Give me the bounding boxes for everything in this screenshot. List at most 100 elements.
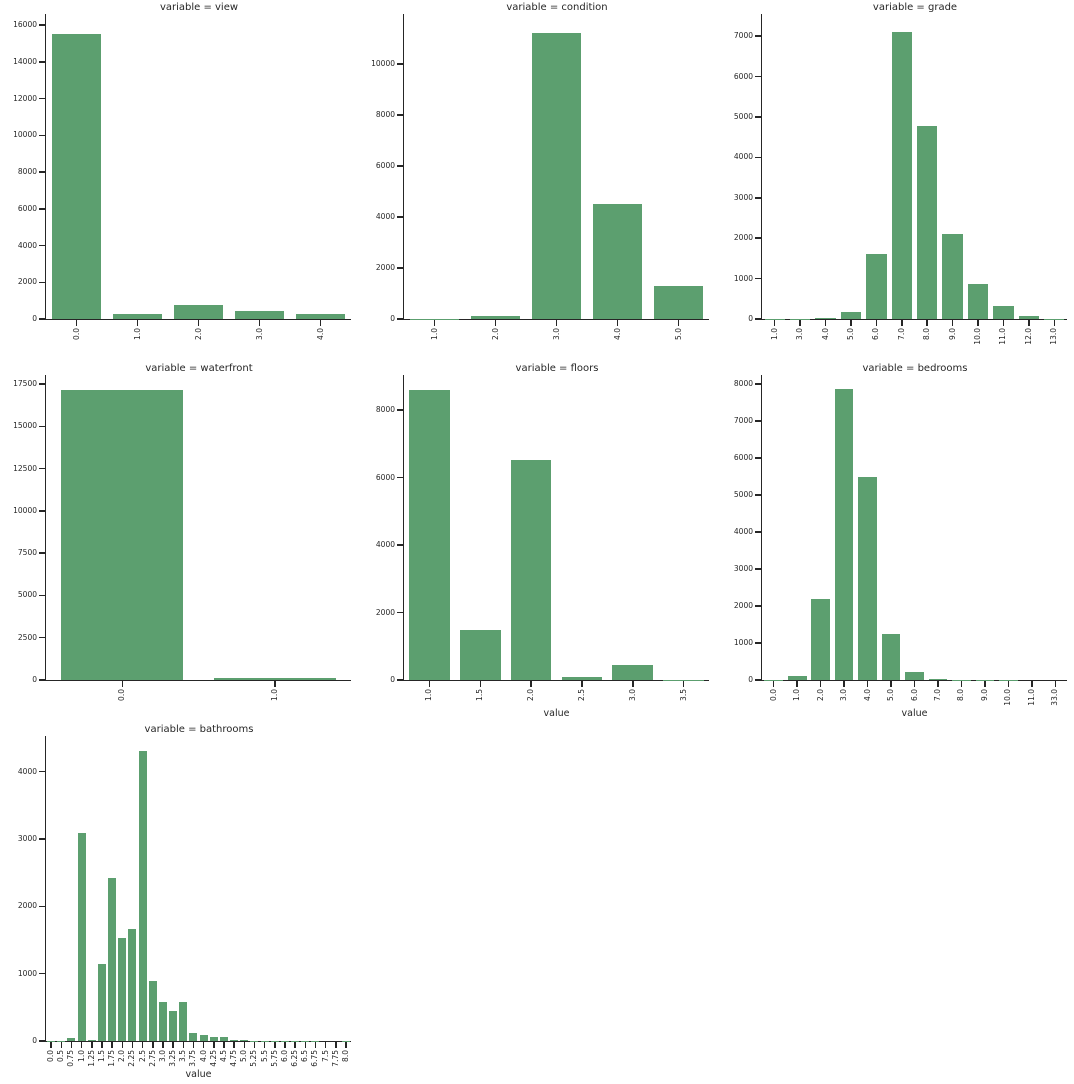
x-tick-label: 1.5 [96,1050,106,1062]
facet-grade: variable = grade 0 1000 2000 3000 4000 5000 600… [716,0,1074,361]
y-tick-mark [38,636,45,639]
y-tick-label: 0 [748,314,753,323]
x-tick-label: 3.5 [678,689,688,701]
bar-view-3.0 [235,311,284,319]
x-tick-mark [91,1041,93,1048]
y-tick-mark [754,679,761,681]
x-tick-mark [901,319,903,326]
bar-grade-12.0 [1018,316,1040,319]
x-tick-label: 11.0 [1026,689,1036,706]
x-tick-mark [213,1041,215,1048]
x-tick-mark [960,680,963,687]
x-tick-label: 4.75 [229,1050,239,1067]
x-tick-mark [1028,319,1030,326]
y-tick-label: 5000 [733,490,753,500]
y-tick-mark [754,531,761,533]
plot-area-waterfront: 0 2500 5000 7500 10000 12500 15000 17500 0.0 1.0 [13,375,351,701]
y-tick-mark [38,972,45,975]
bar-bathrooms-4.0 [199,1034,208,1041]
x-tick-label: 2.0 [526,689,536,701]
y-tick-label: 10000 [13,505,37,515]
x-tick-mark [192,1041,195,1048]
facet-title: variable = bedrooms [862,363,968,374]
y-tick-label: 0 [390,675,395,684]
facet-floors: variable = floors 0 2000 4000 6000 8000 1.0 1.5… [358,361,716,722]
x-tick-label: 3.5 [178,1050,188,1062]
bar-condition-3.0 [532,33,581,319]
bar-bathrooms-5.0 [240,1040,249,1041]
y-tick-label: 6000 [733,453,753,463]
bar-floors-2.5 [561,676,603,680]
bar-grade-10.0 [967,283,989,319]
y-tick-mark [38,97,45,100]
y-tick-mark [754,156,761,159]
bar-floors-3.0 [612,664,654,680]
y-tick-label: 4000 [17,240,37,250]
x-tick-mark [677,319,680,326]
x-tick-mark [555,319,558,326]
y-tick-label: 4000 [733,527,753,537]
bar-floors-1.5 [459,630,501,680]
x-tick-label: 6.25 [290,1050,300,1067]
x-tick-mark [111,1041,113,1048]
y-tick-label: 2000 [375,262,395,272]
x-tick-label: 4.0 [198,1050,208,1062]
x-tick-mark [60,1041,62,1048]
x-axis-label: value [901,708,928,719]
x-tick-label: 5.25 [249,1050,259,1067]
y-tick-mark [396,114,403,116]
x-tick-mark [223,1041,225,1048]
x-tick-label: 1.0 [769,328,779,340]
y-tick-mark [396,544,403,546]
x-tick-mark [632,680,634,687]
bar-bedrooms-4.0 [858,477,877,680]
y-tick-mark [754,197,761,199]
y-tick-mark [396,165,403,167]
y-tick-label: 12500 [13,463,37,473]
x-tick-label: 4.0 [612,328,622,340]
y-tick-label: 4000 [733,152,753,162]
x-tick-label: 1.0 [132,328,142,340]
x-tick-mark [682,680,685,687]
x-tick-label: 4.0 [820,328,830,340]
y-tick-mark [38,510,45,512]
x-tick-mark [799,319,801,326]
plot-area-floors: 0 2000 4000 6000 8000 1.0 1.5 2.0 2.5 3.0 3.5 value [376,375,709,719]
y-tick-mark [754,420,761,422]
x-tick-label: 8.0 [922,328,932,340]
x-tick-mark [233,1041,235,1048]
x-tick-mark [494,319,497,326]
y-tick-mark [396,267,403,269]
y-tick-mark [38,1040,45,1042]
bar-view-1.0 [113,314,162,319]
y-tick-label: 2000 [17,901,37,911]
x-tick-mark [274,680,276,687]
bar-grade-11.0 [993,306,1014,319]
y-tick-label: 16000 [13,20,37,30]
x-tick-label: 2.0 [117,1050,127,1062]
x-tick-label: 3.25 [168,1050,178,1067]
y-tick-label: 1000 [17,968,37,978]
x-tick-mark [345,1041,347,1048]
y-tick-mark [38,281,45,283]
bar-grade-4.0 [815,318,836,319]
x-tick-mark [314,1041,317,1048]
y-tick-label: 14000 [13,56,37,66]
bar-bedrooms-1.0 [787,675,807,680]
facet-title: variable = bathrooms [144,724,254,735]
x-tick-mark [926,319,928,326]
x-tick-mark [824,319,827,326]
facet-bathrooms: variable = bathrooms 0 1000 2000 3000 4000 0.0… [0,722,358,1084]
x-tick-label: 3.0 [157,1050,167,1062]
bar-grade-7.0 [891,32,912,319]
x-tick-mark [304,1041,306,1048]
bar-bedrooms-6.0 [905,671,924,680]
x-tick-mark [162,1041,164,1048]
x-tick-label: 1.25 [86,1050,96,1067]
x-tick-label: 4.0 [862,689,872,701]
y-tick-label: 8000 [375,109,395,119]
facet-waterfront: variable = waterfront 0 2500 5000 7500 10000 1… [0,361,358,722]
x-tick-label: 1.0 [429,328,439,340]
y-tick-label: 6000 [375,472,395,482]
plot-area-grade: 0 1000 2000 3000 4000 5000 6000 7000 1.0 3.0 4.0 5.… [734,14,1067,345]
